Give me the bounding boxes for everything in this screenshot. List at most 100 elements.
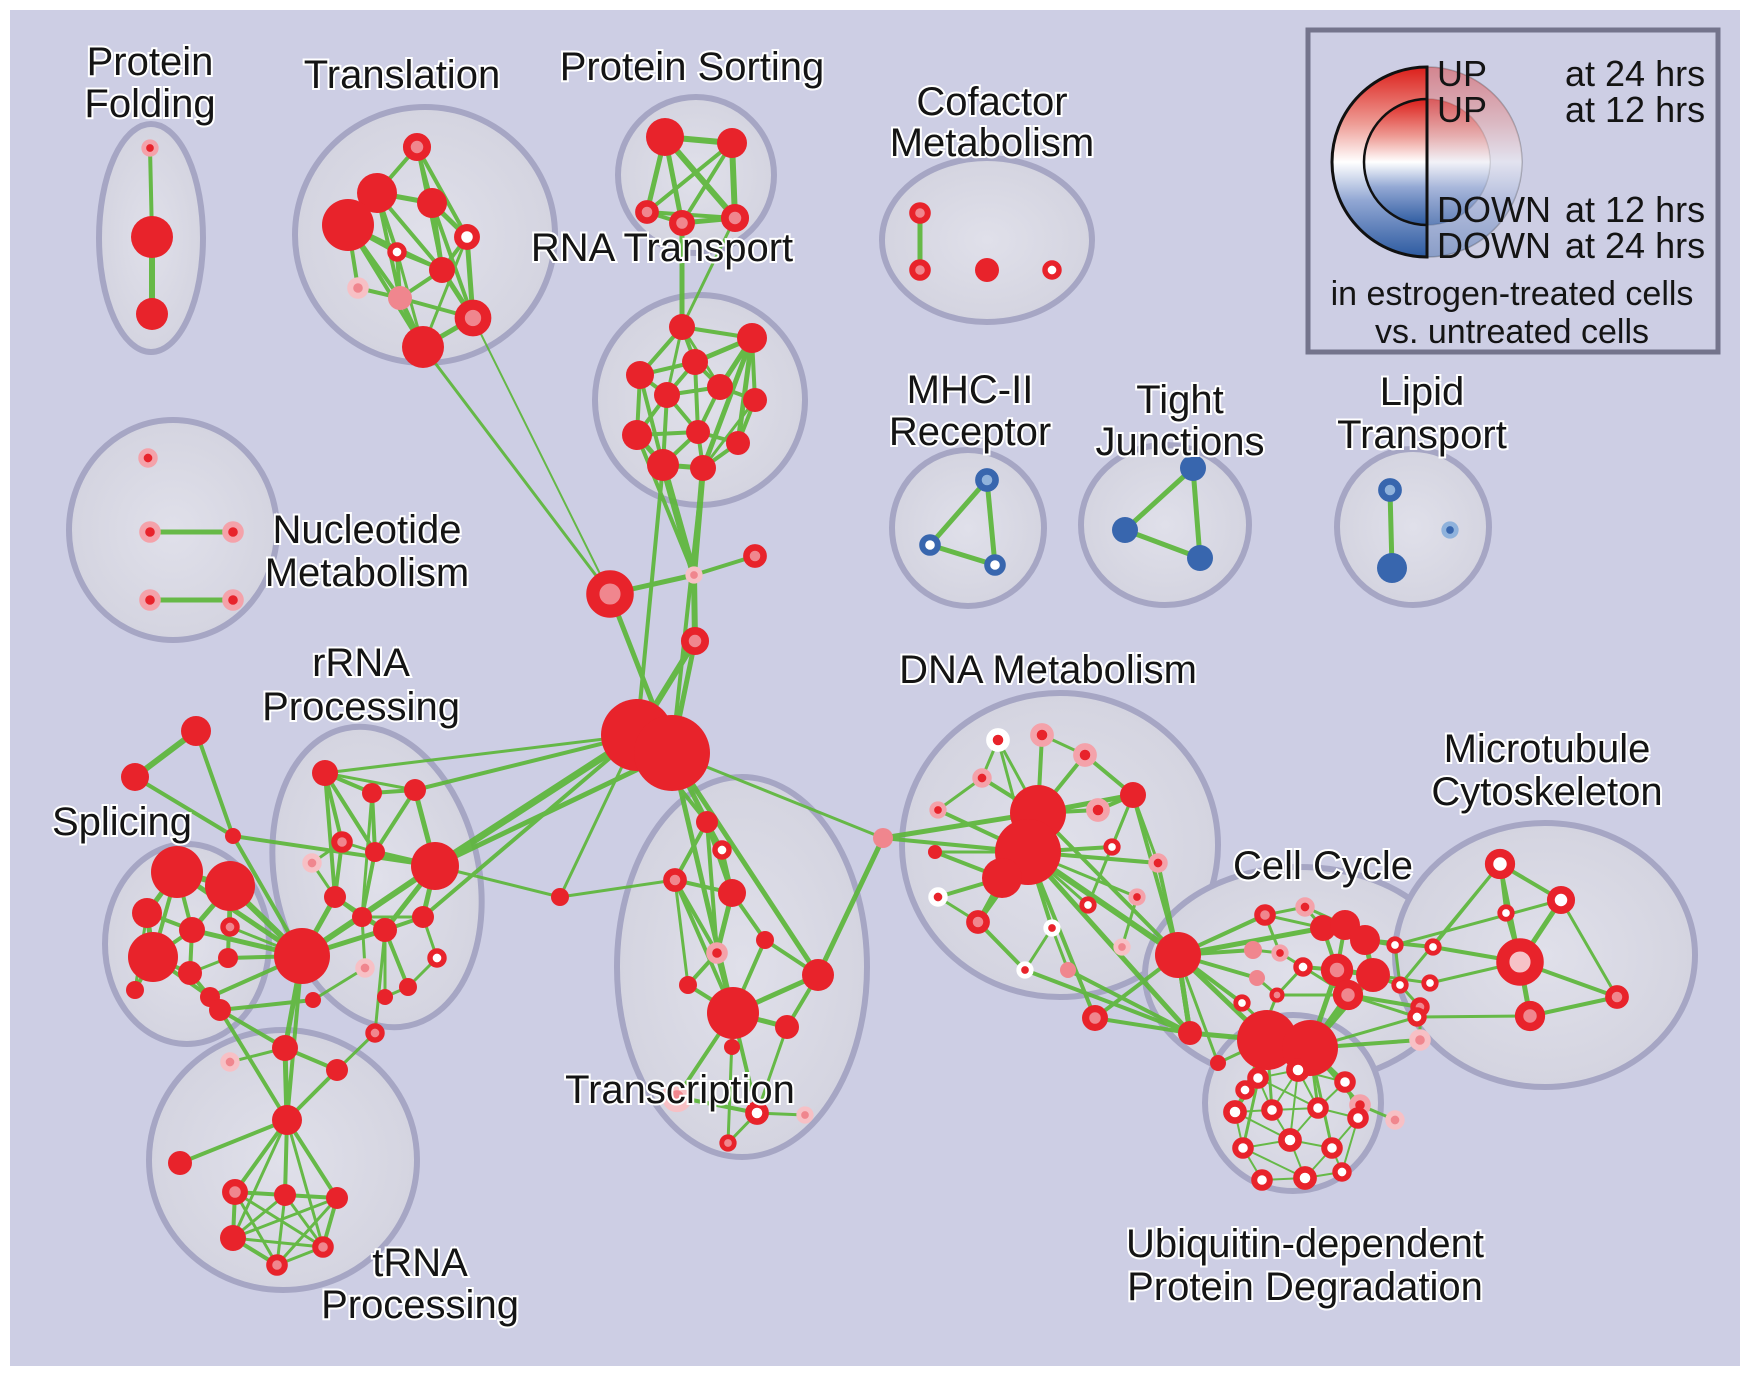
node-R (737, 323, 767, 353)
legend-direction-label: UP (1437, 53, 1487, 94)
node-wR (1042, 260, 1062, 280)
node-P (1060, 962, 1076, 978)
edge (323, 771, 337, 899)
node-wR (1497, 904, 1515, 922)
cluster-cofactor-metabolism-label: Cofactor (916, 80, 1067, 124)
node-R (136, 298, 168, 330)
cluster-trna-processing-label: tRNA (372, 1241, 468, 1285)
edge (421, 733, 639, 919)
node-R (225, 828, 241, 844)
cluster-mhc-ii-receptor-label: Receptor (889, 410, 1051, 454)
node-wB (984, 554, 1006, 576)
edge (1122, 465, 1196, 533)
node-R (128, 932, 178, 982)
edge (927, 477, 990, 548)
edge (669, 750, 821, 978)
node-R (724, 1039, 740, 1055)
node-pR (1514, 1000, 1546, 1032)
node-wR (1079, 896, 1097, 914)
node-wR (1391, 976, 1409, 994)
node-R (274, 928, 330, 984)
node-R (181, 716, 211, 746)
node-R (1178, 1021, 1202, 1045)
node-R (352, 907, 372, 927)
node-R (305, 992, 321, 1008)
node-R (1237, 1010, 1297, 1070)
node-R (121, 763, 149, 791)
node-R (634, 715, 710, 791)
edge (735, 335, 755, 446)
node-pR (454, 299, 492, 337)
node-R (131, 216, 173, 258)
cluster-lipid-transport-ellipse (1334, 446, 1492, 608)
node-PR (1496, 938, 1544, 986)
node-R (1356, 958, 1390, 992)
node-wR (1546, 885, 1576, 915)
legend-footer: in estrogen-treated cells (1331, 275, 1694, 313)
node-pp (1409, 1029, 1431, 1051)
edge (635, 463, 665, 737)
cluster-rrna-processing-label: rRNA (312, 641, 410, 685)
edge (373, 788, 417, 854)
cluster-rrna-processing-label: Processing (262, 685, 460, 729)
node-wR (1247, 1067, 1269, 1089)
cluster-trna-processing-ellipse (146, 1027, 420, 1293)
node-R (707, 374, 733, 400)
legend-direction-label: DOWN (1437, 189, 1551, 230)
node-Rp (1086, 798, 1110, 822)
node-wR (712, 840, 732, 860)
nodes (121, 118, 1629, 1276)
node-Rw (1016, 961, 1034, 979)
cluster-mhc-ii-receptor-label: MHC-II (907, 368, 1034, 412)
node-R (726, 431, 750, 455)
node-R (802, 959, 834, 991)
node-Rp (222, 589, 244, 611)
node-R (205, 861, 255, 911)
node-Rp (1073, 743, 1097, 767)
node-R (743, 388, 767, 412)
node-R (686, 420, 710, 444)
node-pp (220, 1052, 240, 1072)
edge (231, 1236, 325, 1249)
node-pR (365, 1023, 385, 1043)
edge (373, 928, 387, 1035)
node-wR (1484, 848, 1516, 880)
edge (680, 141, 734, 225)
node-wR (1103, 838, 1121, 856)
node-R (218, 948, 238, 968)
edge (701, 398, 757, 470)
cluster-protein-sorting-label: Protein Sorting (560, 45, 825, 89)
node-wR (1332, 1162, 1352, 1182)
node-R (209, 999, 231, 1021)
node-R (168, 1151, 192, 1175)
edge (231, 834, 437, 868)
edge (323, 733, 639, 775)
edge (231, 1118, 289, 1240)
node-R (274, 1184, 296, 1206)
node-pR (719, 1134, 737, 1152)
edge (1559, 898, 1619, 999)
cluster-transcription-label: Transcription (565, 1068, 795, 1112)
node-P (388, 286, 412, 310)
node-R (654, 382, 680, 408)
node-wR (1307, 1097, 1329, 1119)
node-R (179, 917, 205, 943)
node-R (647, 449, 679, 481)
legend-time-label: at 24 hrs (1565, 53, 1705, 94)
node-R (377, 989, 393, 1005)
node-Rp (1128, 888, 1146, 906)
node-pp (1385, 1110, 1405, 1130)
edge (231, 1196, 339, 1240)
edge (680, 216, 737, 329)
node-R (646, 118, 684, 156)
cluster-tight-junctions-label: Tight (1136, 378, 1223, 422)
cluster-ubiquitin-degradation-label: Ubiquitin-dependent (1126, 1222, 1484, 1266)
node-pp (347, 277, 369, 299)
node-pR (909, 202, 931, 224)
cluster-microtubule-cytoskeleton-label: Microtubule (1444, 727, 1651, 771)
node-R (373, 918, 397, 942)
node-R (312, 760, 338, 786)
node-R (707, 987, 759, 1039)
